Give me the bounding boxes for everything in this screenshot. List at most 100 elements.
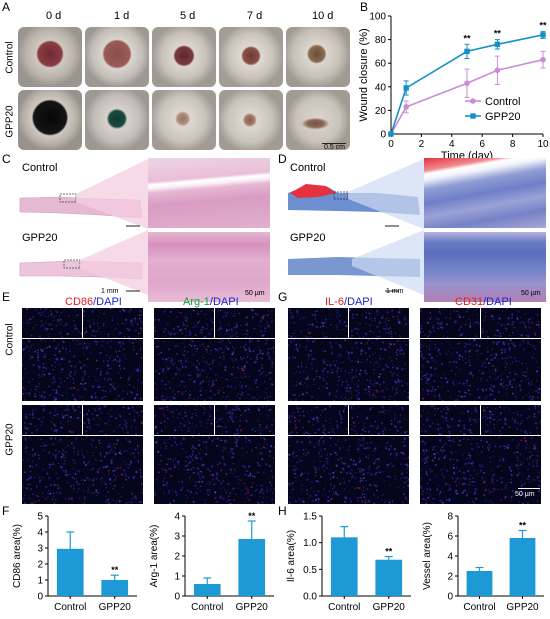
nucleus-dot: [375, 382, 378, 385]
nucleus-dot: [99, 454, 102, 457]
nucleus-dot: [430, 405, 432, 407]
nucleus-dot: [199, 390, 202, 392]
row-label-control: Control: [290, 162, 326, 174]
nucleus-dot: [177, 463, 180, 465]
nucleus-dot: [395, 388, 397, 390]
nucleus-dot: [395, 351, 397, 353]
nucleus-dot: [494, 488, 496, 490]
nucleus-dot: [131, 374, 133, 377]
nucleus-dot: [83, 378, 85, 380]
nucleus-dot: [474, 335, 477, 338]
nucleus-dot: [185, 384, 187, 387]
nucleus-dot: [95, 446, 97, 449]
nucleus-dot: [178, 412, 181, 416]
nucleus-dot: [298, 395, 301, 397]
nucleus-dot: [364, 501, 367, 504]
nucleus-dot: [234, 358, 237, 361]
nucleus-dot: [420, 371, 422, 373]
nucleus-dot: [125, 437, 127, 440]
nucleus-dot: [156, 369, 158, 371]
nucleus-dot: [203, 412, 206, 414]
nucleus-dot: [323, 495, 325, 497]
nucleus-dot: [251, 494, 253, 496]
wound-photo: [219, 90, 283, 150]
nucleus-dot: [420, 469, 423, 471]
nucleus-dot: [134, 397, 137, 400]
nucleus-dot: [288, 458, 290, 460]
nucleus-dot: [192, 327, 194, 329]
y-tick-label: 2: [174, 552, 180, 563]
nucleus-dot: [268, 353, 270, 356]
nucleus-dot: [119, 359, 121, 361]
nucleus-dot: [244, 466, 247, 469]
nucleus-dot: [487, 489, 490, 491]
nucleus-dot: [229, 447, 232, 450]
nucleus-dot: [178, 426, 181, 428]
nucleus-dot: [116, 439, 118, 441]
nucleus-dot: [199, 457, 202, 460]
nucleus-dot: [305, 345, 308, 348]
nucleus-dot: [446, 380, 449, 383]
nucleus-dot: [82, 347, 85, 350]
if-image: [288, 405, 348, 435]
nucleus-dot: [62, 463, 66, 466]
nucleus-dot: [82, 387, 85, 389]
nucleus-dot: [167, 360, 169, 363]
nucleus-dot: [135, 427, 137, 429]
nucleus-dot: [200, 387, 203, 390]
nucleus-dot: [106, 498, 108, 500]
nucleus-dot: [69, 371, 73, 374]
nucleus-dot: [487, 350, 489, 353]
nucleus-dot: [117, 439, 119, 442]
nucleus-dot: [177, 416, 179, 418]
nucleus-dot: [290, 312, 292, 314]
nucleus-dot: [30, 345, 32, 347]
nucleus-dot: [476, 308, 478, 309]
day-label: 5 d: [180, 10, 196, 22]
nucleus-dot: [45, 497, 47, 500]
nucleus-dot: [232, 366, 234, 368]
nucleus-dot: [402, 486, 405, 489]
nucleus-dot: [82, 345, 84, 347]
y-tick-label: 4: [174, 512, 180, 523]
nucleus-dot: [228, 329, 231, 331]
nucleus-dot: [218, 479, 220, 482]
nucleus-dot: [373, 461, 376, 464]
nucleus-dot: [517, 443, 520, 446]
nucleus-dot: [93, 407, 96, 410]
nucleus-dot: [219, 309, 222, 312]
nucleus-dot: [299, 339, 301, 342]
nucleus-dot: [179, 311, 181, 314]
nucleus-dot: [239, 356, 242, 359]
nucleus-dot: [74, 309, 76, 312]
nucleus-dot: [244, 474, 247, 476]
if-image: [349, 308, 409, 338]
nucleus-dot: [209, 414, 211, 416]
nucleus-dot: [212, 478, 214, 481]
nucleus-dot: [519, 429, 521, 431]
nucleus-dot: [69, 431, 72, 434]
nucleus-dot: [234, 339, 236, 340]
nucleus-dot: [373, 364, 375, 366]
nucleus-dot: [190, 468, 192, 471]
nucleus-dot: [266, 489, 268, 491]
nucleus-dot: [259, 349, 261, 351]
nucleus-dot: [292, 385, 294, 387]
nucleus-dot: [404, 463, 407, 466]
nucleus-dot: [224, 369, 227, 372]
nucleus-dot: [438, 310, 441, 313]
nucleus-dot: [42, 410, 45, 412]
nucleus-dot: [117, 323, 119, 325]
nucleus-dot: [310, 350, 313, 352]
nucleus-dot: [119, 361, 121, 363]
nucleus-dot: [328, 394, 331, 396]
nucleus-dot: [455, 373, 457, 375]
nucleus-dot: [396, 341, 398, 343]
nucleus-dot: [87, 421, 91, 425]
nucleus-dot: [292, 452, 295, 454]
nucleus-dot: [53, 484, 56, 487]
nucleus-dot: [489, 376, 491, 378]
significance-marker: **: [385, 547, 393, 557]
nucleus-dot: [519, 322, 521, 324]
nucleus-dot: [482, 390, 485, 393]
